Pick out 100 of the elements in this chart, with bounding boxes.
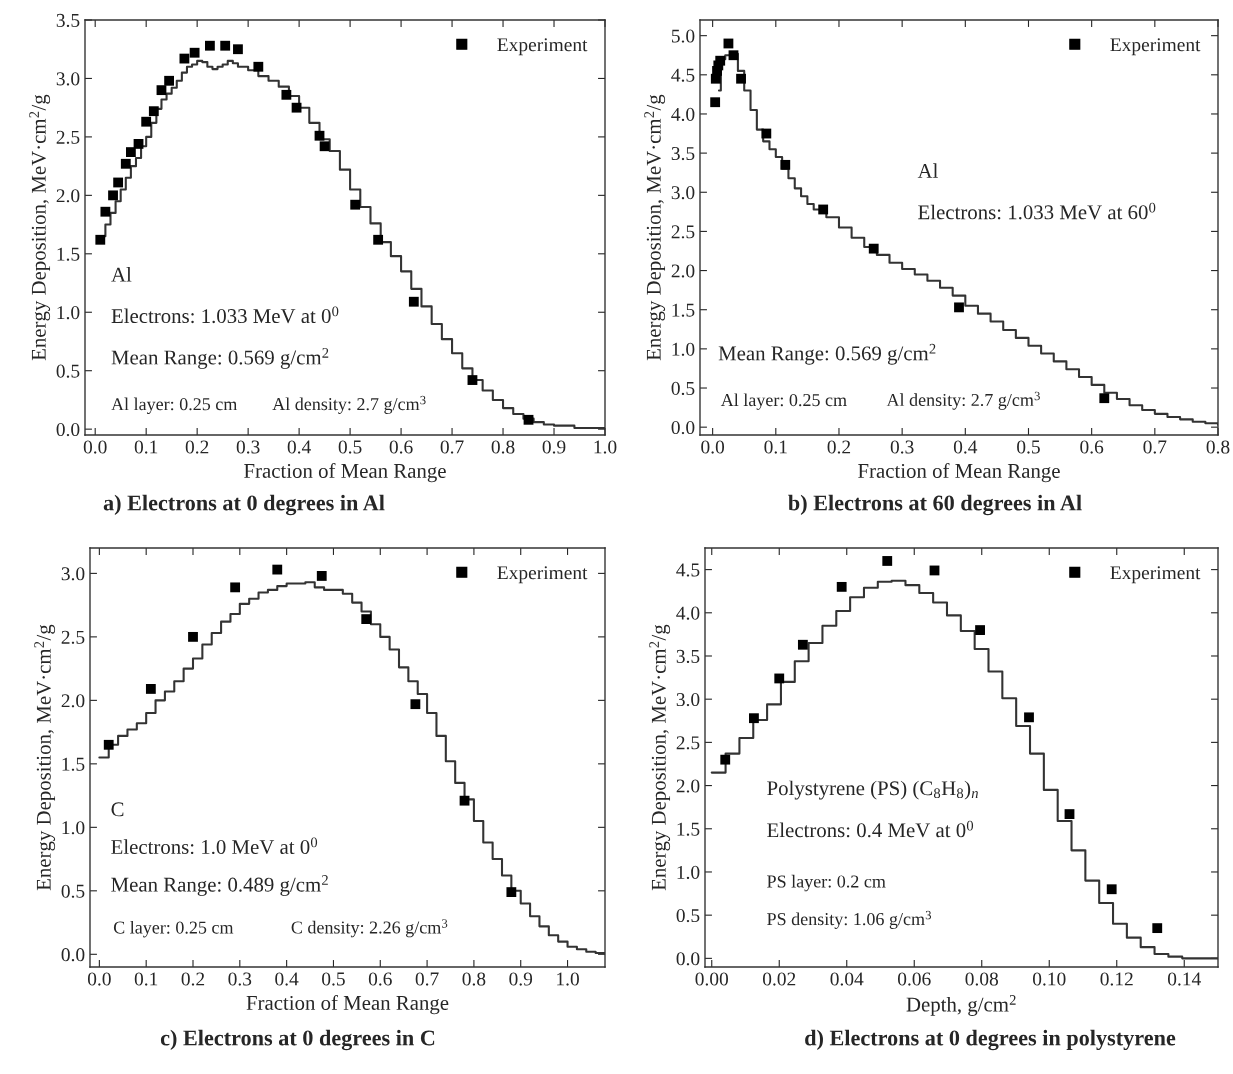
- x-axis-title: Fraction of Mean Range: [858, 463, 1060, 483]
- x-axis-title: Depth, g/cm$^{2}$: [906, 995, 1016, 1016]
- x-tick-label: 0.4: [953, 440, 978, 454]
- text: d) Electrons at 0 degrees in polystyrene: [805, 1029, 1176, 1051]
- y-tick-label: 3.0: [61, 567, 85, 581]
- annotation: Al: [111, 266, 132, 282]
- annotation: Al layer: 0.25 cm: [111, 397, 238, 414]
- x-tick-label: 0.7: [440, 440, 464, 454]
- legend-label: Experiment: [497, 566, 588, 584]
- annotation: Mean Range: 0.489 g/cm$^{2}$: [111, 875, 328, 896]
- y-tick-label: 1.5: [62, 757, 85, 771]
- y-axis-title: Energy Deposition, MeV·cm$^{2}$/g: [29, 94, 51, 361]
- annotation: Al density: 2.7 g/cm$^{3}$: [886, 391, 1040, 410]
- y-tick-label: 0.0: [61, 948, 85, 962]
- y-tick-label: 1.5: [677, 822, 700, 836]
- x-tick-label: 0.5: [338, 440, 362, 454]
- x-tick-label: 0.8: [462, 972, 486, 986]
- x-tick-label: 1.0: [594, 440, 617, 454]
- text: a) Electrons at 0 degrees in Al: [103, 494, 385, 516]
- x-tick-label: 0.3: [890, 440, 914, 454]
- x-tick-label: 0.8: [491, 440, 515, 454]
- y-tick-label: 3.0: [671, 186, 695, 200]
- annotation: Electrons: 0.4 MeV at 0$^{0}$: [767, 820, 974, 838]
- annotation: Al layer: 0.25 cm: [720, 393, 847, 410]
- x-tick-label: 0.10: [1032, 972, 1066, 986]
- y-tick-label: 3.0: [676, 693, 700, 707]
- y-tick-label: 3.5: [671, 146, 695, 161]
- legend-label: Experiment: [1110, 566, 1201, 584]
- x-tick-label: 0.12: [1100, 972, 1133, 986]
- x-axis-title: Fraction of Mean Range: [246, 995, 449, 1015]
- y-tick-label: 0.5: [676, 908, 700, 923]
- x-tick-label: 0.0: [83, 440, 107, 454]
- y-tick-label: 1.5: [672, 303, 695, 317]
- y-tick-label: 3.5: [676, 649, 700, 664]
- y-axis-title: Energy Deposition, MeV·cm$^{2}$/g: [649, 624, 671, 891]
- annotation: C density: 2.26 g/cm$^{3}$: [291, 919, 448, 938]
- x-tick-label: 0.3: [228, 972, 252, 986]
- y-tick-label: 2.5: [676, 736, 700, 750]
- annotation: Mean Range: 0.569 g/cm$^{2}$: [718, 343, 936, 365]
- x-tick-label: 0.1: [134, 440, 158, 454]
- x-tick-label: 0.1: [134, 972, 158, 986]
- y-tick-label: 2.5: [56, 130, 80, 144]
- legend-label: Experiment: [497, 38, 588, 56]
- x-tick-label: 0.06: [897, 972, 931, 986]
- y-axis-title: Energy Deposition, MeV·cm$^{2}$/g: [644, 94, 666, 361]
- x-tick-label: 0.4: [275, 972, 299, 986]
- x-tick-label: 0.02: [762, 972, 796, 986]
- annotation: C: [111, 802, 124, 817]
- y-tick-label: 4.5: [676, 563, 700, 577]
- x-tick-label: 0.6: [389, 440, 413, 454]
- y-tick-label: 0.0: [676, 952, 700, 966]
- y-tick-label: 0.0: [56, 422, 80, 437]
- x-tick-label: 0.6: [368, 972, 392, 986]
- x-tick-label: 0.0: [701, 440, 725, 454]
- x-tick-label: 0.9: [542, 440, 566, 454]
- x-tick-label: 0.08: [965, 972, 999, 986]
- x-tick-label: 0.8: [1206, 440, 1230, 454]
- y-tick-label: 2.5: [61, 630, 85, 644]
- x-tick-label: 0.14: [1167, 972, 1201, 986]
- x-tick-label: 0.7: [1143, 440, 1167, 454]
- y-tick-label: 0.5: [671, 381, 695, 396]
- y-tick-label: 3.5: [56, 13, 80, 28]
- annotation: Electrons: 1.0 MeV at 0$^{0}$: [111, 837, 318, 855]
- y-tick-label: 3.0: [56, 72, 80, 86]
- y-tick-label: 1.0: [62, 821, 85, 835]
- y-tick-label: 1.0: [57, 306, 80, 320]
- x-tick-label: 0.9: [509, 972, 533, 986]
- annotation: C layer: 0.25 cm: [113, 920, 234, 938]
- x-tick-label: 0.2: [181, 972, 205, 986]
- y-tick-label: 0.5: [61, 884, 85, 898]
- annotation: Mean Range: 0.569 g/cm$^{2}$: [111, 347, 329, 369]
- x-tick-label: 0.5: [1017, 440, 1040, 454]
- annotation: Electrons: 1.033 MeV at 0$^{0}$: [111, 306, 339, 324]
- x-tick-label: 0.4: [287, 440, 311, 454]
- y-tick-label: 1.5: [57, 247, 80, 261]
- x-tick-label: 0.5: [322, 972, 345, 986]
- x-tick-label: 0.7: [415, 972, 439, 986]
- x-tick-label: 0.2: [185, 440, 209, 454]
- annotation: Electrons: 1.033 MeV at 60$^{0}$: [918, 202, 1156, 220]
- text: c) Electrons at 0 degrees in C: [160, 1029, 435, 1051]
- y-tick-label: 5.0: [671, 29, 695, 43]
- x-axis-title: Fraction of Mean Range: [244, 463, 446, 483]
- y-tick-label: 0.5: [56, 364, 80, 378]
- y-axis-title: Energy Deposition, MeV·cm$^{2}$/g: [34, 624, 56, 891]
- x-tick-label: 0.1: [764, 440, 787, 454]
- y-tick-label: 1.0: [672, 342, 695, 356]
- annotation: PS density: 1.06 g/cm$^{3}$: [767, 910, 932, 929]
- y-tick-label: 2.0: [676, 779, 700, 793]
- annotation: Al: [917, 163, 938, 178]
- y-tick-label: 2.0: [56, 189, 80, 203]
- x-tick-label: 0.3: [236, 440, 260, 454]
- y-tick-label: 4.5: [671, 68, 695, 82]
- x-tick-label: 0.0: [87, 972, 111, 986]
- x-tick-label: 0.6: [1080, 440, 1104, 454]
- legend-label: Experiment: [1110, 38, 1201, 56]
- y-tick-label: 2.5: [671, 225, 695, 239]
- x-tick-label: 0.2: [827, 440, 851, 454]
- annotation: Polystyrene (PS) (C$_{8}$H$_{8}$)$_{n}$: [767, 780, 978, 800]
- x-tick-label: 0.04: [830, 972, 864, 986]
- y-tick-label: 1.0: [677, 865, 700, 879]
